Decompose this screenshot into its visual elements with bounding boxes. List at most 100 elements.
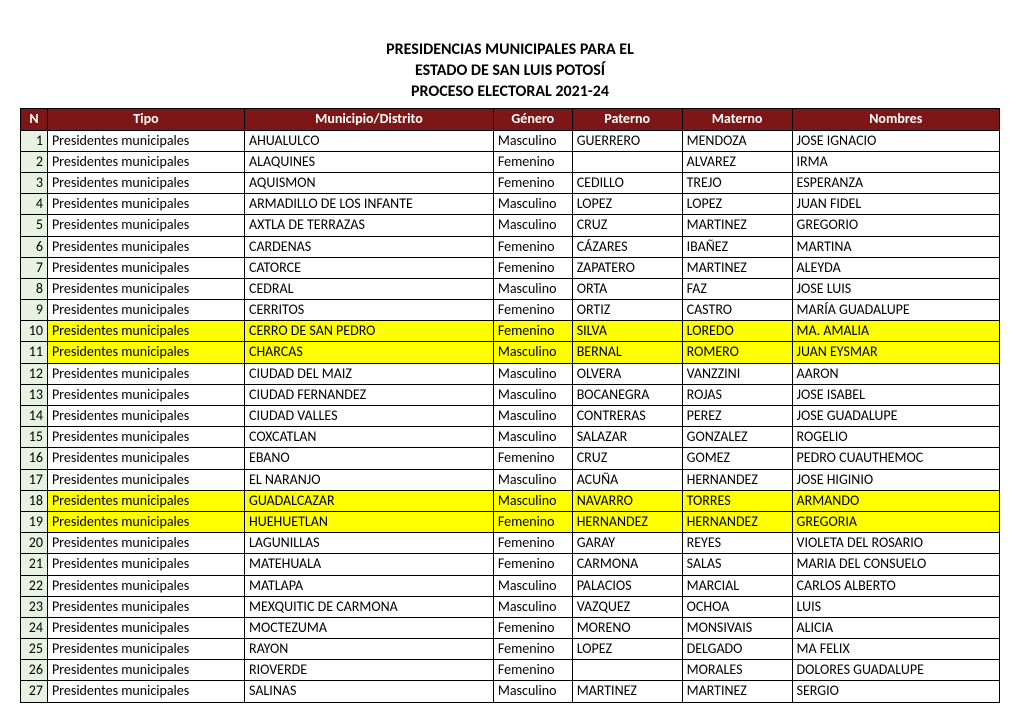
title-line-2: ESTADO DE SAN LUIS POTOSÍ (20, 61, 1000, 82)
cell-genero: Masculino (493, 194, 572, 215)
cell-nombres: JUAN EYSMAR (792, 342, 999, 363)
cell-tipo: Presidentes municipales (47, 342, 244, 363)
cell-municipio: AQUISMON (244, 172, 493, 193)
cell-nombres: AARON (792, 363, 999, 384)
table-row: 15Presidentes municipalesCOXCATLANMascul… (21, 427, 1000, 448)
cell-genero: Femenino (493, 448, 572, 469)
cell-municipio: MOCTEZUMA (244, 617, 493, 638)
cell-genero: Femenino (493, 236, 572, 257)
cell-municipio: RAYON (244, 639, 493, 660)
cell-tipo: Presidentes municipales (47, 384, 244, 405)
cell-nombres: GREGORIA (792, 511, 999, 532)
cell-n: 12 (21, 363, 48, 384)
cell-municipio: EBANO (244, 448, 493, 469)
cell-n: 9 (21, 300, 48, 321)
cell-paterno: NAVARRO (572, 490, 682, 511)
cell-tipo: Presidentes municipales (47, 321, 244, 342)
cell-materno: DELGADO (682, 639, 792, 660)
cell-nombres: IRMA (792, 151, 999, 172)
cell-tipo: Presidentes municipales (47, 448, 244, 469)
cell-tipo: Presidentes municipales (47, 533, 244, 554)
cell-municipio: SALINAS (244, 681, 493, 702)
cell-paterno: ZAPATERO (572, 257, 682, 278)
cell-municipio: CIUDAD DEL MAIZ (244, 363, 493, 384)
cell-paterno: GARAY (572, 533, 682, 554)
cell-materno: SALAS (682, 554, 792, 575)
cell-n: 15 (21, 427, 48, 448)
cell-nombres: JOSE GUADALUPE (792, 406, 999, 427)
table-row: 26Presidentes municipalesRIOVERDEFemenin… (21, 660, 1000, 681)
cell-materno: GONZALEZ (682, 427, 792, 448)
table-row: 16Presidentes municipalesEBANOFemeninoCR… (21, 448, 1000, 469)
cell-n: 23 (21, 596, 48, 617)
cell-paterno: LOPEZ (572, 639, 682, 660)
cell-materno: OCHOA (682, 596, 792, 617)
cell-materno: LOREDO (682, 321, 792, 342)
cell-tipo: Presidentes municipales (47, 151, 244, 172)
col-nombres: Nombres (792, 109, 999, 130)
cell-materno: PEREZ (682, 406, 792, 427)
title-line-1: PRESIDENCIAS MUNICIPALES PARA EL (20, 40, 1000, 61)
cell-nombres: LUIS (792, 596, 999, 617)
cell-paterno: BERNAL (572, 342, 682, 363)
table-row: 27Presidentes municipalesSALINASMasculin… (21, 681, 1000, 702)
cell-municipio: CERRO DE SAN PEDRO (244, 321, 493, 342)
cell-paterno: CARMONA (572, 554, 682, 575)
cell-materno: ALVAREZ (682, 151, 792, 172)
cell-genero: Masculino (493, 596, 572, 617)
table-row: 18Presidentes municipalesGUADALCAZARMasc… (21, 490, 1000, 511)
cell-tipo: Presidentes municipales (47, 172, 244, 193)
cell-tipo: Presidentes municipales (47, 554, 244, 575)
cell-n: 2 (21, 151, 48, 172)
cell-municipio: RIOVERDE (244, 660, 493, 681)
cell-municipio: CIUDAD VALLES (244, 406, 493, 427)
cell-tipo: Presidentes municipales (47, 490, 244, 511)
cell-genero: Femenino (493, 511, 572, 532)
cell-n: 14 (21, 406, 48, 427)
cell-genero: Femenino (493, 533, 572, 554)
cell-paterno: GUERRERO (572, 130, 682, 151)
cell-materno: TORRES (682, 490, 792, 511)
table-row: 25Presidentes municipalesRAYONFemeninoLO… (21, 639, 1000, 660)
cell-n: 8 (21, 278, 48, 299)
table-row: 8Presidentes municipalesCEDRALMasculinoO… (21, 278, 1000, 299)
cell-municipio: CEDRAL (244, 278, 493, 299)
cell-paterno: CONTRERAS (572, 406, 682, 427)
cell-n: 21 (21, 554, 48, 575)
table-row: 1Presidentes municipalesAHUALULCOMasculi… (21, 130, 1000, 151)
cell-paterno: CRUZ (572, 448, 682, 469)
cell-tipo: Presidentes municipales (47, 363, 244, 384)
cell-n: 10 (21, 321, 48, 342)
cell-municipio: MATEHUALA (244, 554, 493, 575)
cell-n: 6 (21, 236, 48, 257)
cell-n: 5 (21, 215, 48, 236)
cell-tipo: Presidentes municipales (47, 617, 244, 638)
cell-materno: ROJAS (682, 384, 792, 405)
cell-n: 19 (21, 511, 48, 532)
cell-genero: Masculino (493, 278, 572, 299)
cell-nombres: VIOLETA DEL ROSARIO (792, 533, 999, 554)
table-row: 10Presidentes municipalesCERRO DE SAN PE… (21, 321, 1000, 342)
cell-materno: IBAÑEZ (682, 236, 792, 257)
cell-nombres: PEDRO CUAUTHEMOC (792, 448, 999, 469)
cell-municipio: COXCATLAN (244, 427, 493, 448)
cell-materno: TREJO (682, 172, 792, 193)
table-row: 12Presidentes municipalesCIUDAD DEL MAIZ… (21, 363, 1000, 384)
cell-materno: REYES (682, 533, 792, 554)
cell-tipo: Presidentes municipales (47, 130, 244, 151)
col-municipio: Municipio/Distrito (244, 109, 493, 130)
table-row: 17Presidentes municipalesEL NARANJOMascu… (21, 469, 1000, 490)
cell-nombres: JUAN FIDEL (792, 194, 999, 215)
cell-tipo: Presidentes municipales (47, 469, 244, 490)
col-n: N (21, 109, 48, 130)
table-row: 22Presidentes municipalesMATLAPAMasculin… (21, 575, 1000, 596)
cell-genero: Femenino (493, 172, 572, 193)
cell-paterno: CÁZARES (572, 236, 682, 257)
cell-paterno: PALACIOS (572, 575, 682, 596)
cell-tipo: Presidentes municipales (47, 215, 244, 236)
cell-municipio: EL NARANJO (244, 469, 493, 490)
cell-genero: Masculino (493, 363, 572, 384)
cell-genero: Masculino (493, 130, 572, 151)
cell-tipo: Presidentes municipales (47, 236, 244, 257)
table-row: 11Presidentes municipalesCHARCASMasculin… (21, 342, 1000, 363)
